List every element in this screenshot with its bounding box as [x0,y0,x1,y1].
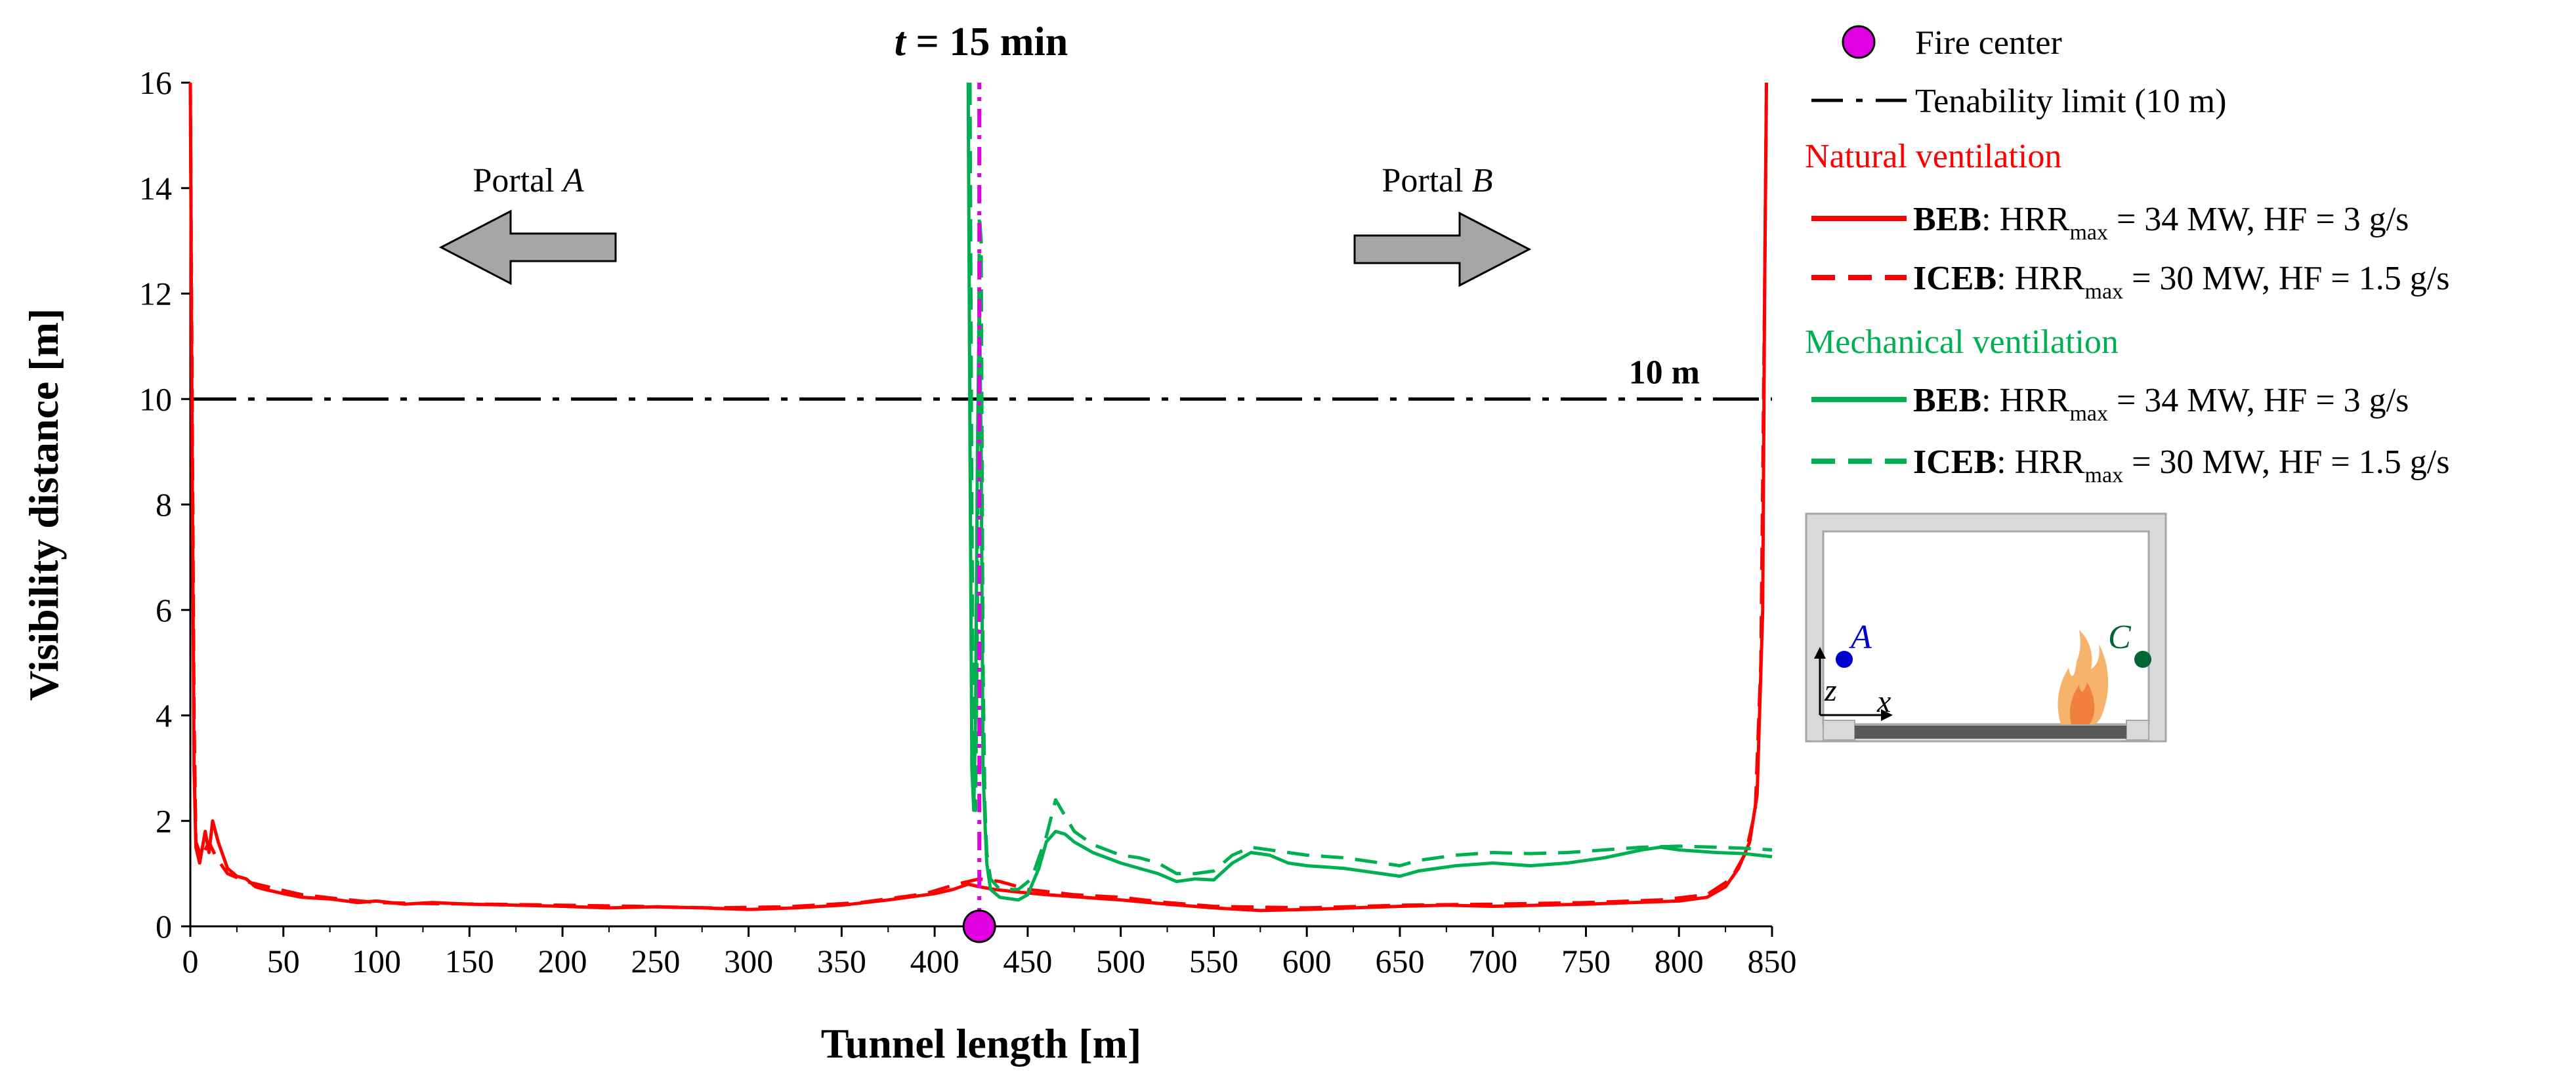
legend-iceb-mechanical-label: ICEB: HRRmax = 30 MW, HF = 1.5 g/s [1913,443,2449,487]
x-tick-label: 200 [538,943,587,979]
legend-beb-mechanical-bold: BEB [1913,382,1981,419]
x-tick-label: 500 [1096,943,1145,979]
chart-title: t = 15 min [895,20,1068,64]
flame-outer [2058,630,2109,724]
y-tick-label: 6 [156,592,172,628]
legend-iceb-mechanical-bold: ICEB [1913,443,1996,481]
legend-iceb-natural-sub: max [2085,279,2124,304]
legend-iceb-mechanical-text1: : HRR [1996,443,2085,481]
inset-point-c-label: C [2108,619,2132,656]
portal-a-italic: A [561,162,584,199]
legend-iceb-mechanical-sub: max [2085,463,2124,487]
portal-b-arrow [1353,211,1532,287]
x-tick-label: 100 [352,943,401,979]
x-tick-label: 700 [1468,943,1517,979]
x-tick-label: 550 [1189,943,1238,979]
y-tick-group: 0 2 4 6 8 10 12 14 16 [139,64,190,945]
legend-beb-natural-label: BEB: HRRmax = 34 MW, HF = 3 g/s [1913,201,2409,245]
legend-fire-center-label: Fire center [1915,24,2062,62]
tunnel-left-curb [1823,720,1855,741]
x-tick-group: 0 50 100 150 200 250 300 350 400 450 500 550 600 650 7… [182,926,1797,979]
x-axis-label: Tunnel length [m] [821,1020,1141,1067]
y-tick-label: 10 [139,381,172,417]
x-tick-label: 800 [1655,943,1704,979]
legend-beb-mechanical-sub: max [2069,401,2108,426]
legend-fire-center-symbol [1842,25,1876,59]
x-tick-label: 250 [631,943,680,979]
legend-beb-mechanical-text1: : HRR [1981,382,2070,419]
inset-z-label: z [1824,673,1837,708]
portal-a-label: Portal A [473,162,584,199]
y-axis-label: Visibility distance [m] [20,308,67,701]
portal-a-arrow [438,209,617,285]
y-tick-label: 0 [156,908,172,945]
legend-natural-heading: Natural ventilation [1805,138,2061,175]
tunnel-inset: z x A C [1805,512,2167,743]
y-tick-label: 12 [139,276,172,312]
legend-iceb-natural-text1: : HRR [1996,260,2085,297]
x-tick-label: 850 [1748,943,1797,979]
portal-a-text: Portal [473,162,563,199]
legend: Fire center Tenability limit (10 m) Natu… [1805,24,2449,487]
legend-beb-natural-text1: : HRR [1981,201,2070,238]
legend-iceb-natural-label: ICEB: HRRmax = 30 MW, HF = 1.5 g/s [1913,260,2449,304]
inset-point-a [1836,651,1853,668]
inset-z-arrowhead [1814,647,1826,659]
legend-beb-mechanical-text2: = 34 MW, HF = 3 g/s [2108,382,2409,419]
y-tick-label: 4 [156,697,172,734]
inset-x-arrowhead [1881,709,1893,721]
tunnel-road-surface [1855,726,2126,739]
x-tick-label: 350 [817,943,866,979]
portal-b-label: Portal B [1382,162,1493,199]
flame-inner [2069,682,2095,724]
x-tick-label: 600 [1282,943,1332,979]
title-italic: t [895,20,907,64]
portal-b-italic: B [1472,162,1493,199]
x-tick-label: 50 [267,943,300,979]
tunnel-right-curb [2126,720,2149,741]
title-rest: = 15 min [906,20,1068,64]
series-layer [188,82,1773,926]
y-tick-label: 16 [139,64,172,101]
inset-x-label: x [1876,684,1891,719]
y-tick-label: 14 [139,170,172,207]
fire-center-marker [962,909,996,943]
series-line-iceb-natural [188,82,1768,910]
legend-tenability-label: Tenability limit (10 m) [1915,83,2226,120]
legend-mechanical-heading: Mechanical ventilation [1805,323,2119,361]
inset-point-a-label: A [1849,619,1872,656]
x-tick-label: 750 [1561,943,1611,979]
series-line-iceb-mechanical [968,82,1773,892]
y-tick-label: 8 [156,486,172,523]
y-tick-label: 2 [156,802,172,839]
tenability-label: 10 m [1629,354,1700,391]
legend-beb-natural-sub: max [2069,220,2108,245]
x-tick-label: 400 [910,943,960,979]
x-tick-label: 300 [724,943,773,979]
series-line-beb-mechanical [966,82,1773,902]
legend-iceb-natural-bold: ICEB [1913,260,1996,297]
inset-point-c [2134,651,2151,668]
x-tick-label: 450 [1003,943,1052,979]
inset-fire-flame [2058,630,2109,724]
x-tick-label: 0 [182,943,199,979]
legend-beb-natural-text2: = 34 MW, HF = 3 g/s [2108,201,2409,238]
legend-iceb-natural-text2: = 30 MW, HF = 1.5 g/s [2123,260,2449,297]
legend-iceb-mechanical-text2: = 30 MW, HF = 1.5 g/s [2123,443,2449,481]
x-tick-label: 650 [1375,943,1424,979]
legend-beb-natural-bold: BEB [1913,201,1981,238]
legend-beb-mechanical-label: BEB: HRRmax = 34 MW, HF = 3 g/s [1913,382,2409,426]
x-tick-label: 150 [445,943,494,979]
portal-b-text: Portal [1382,162,1472,199]
